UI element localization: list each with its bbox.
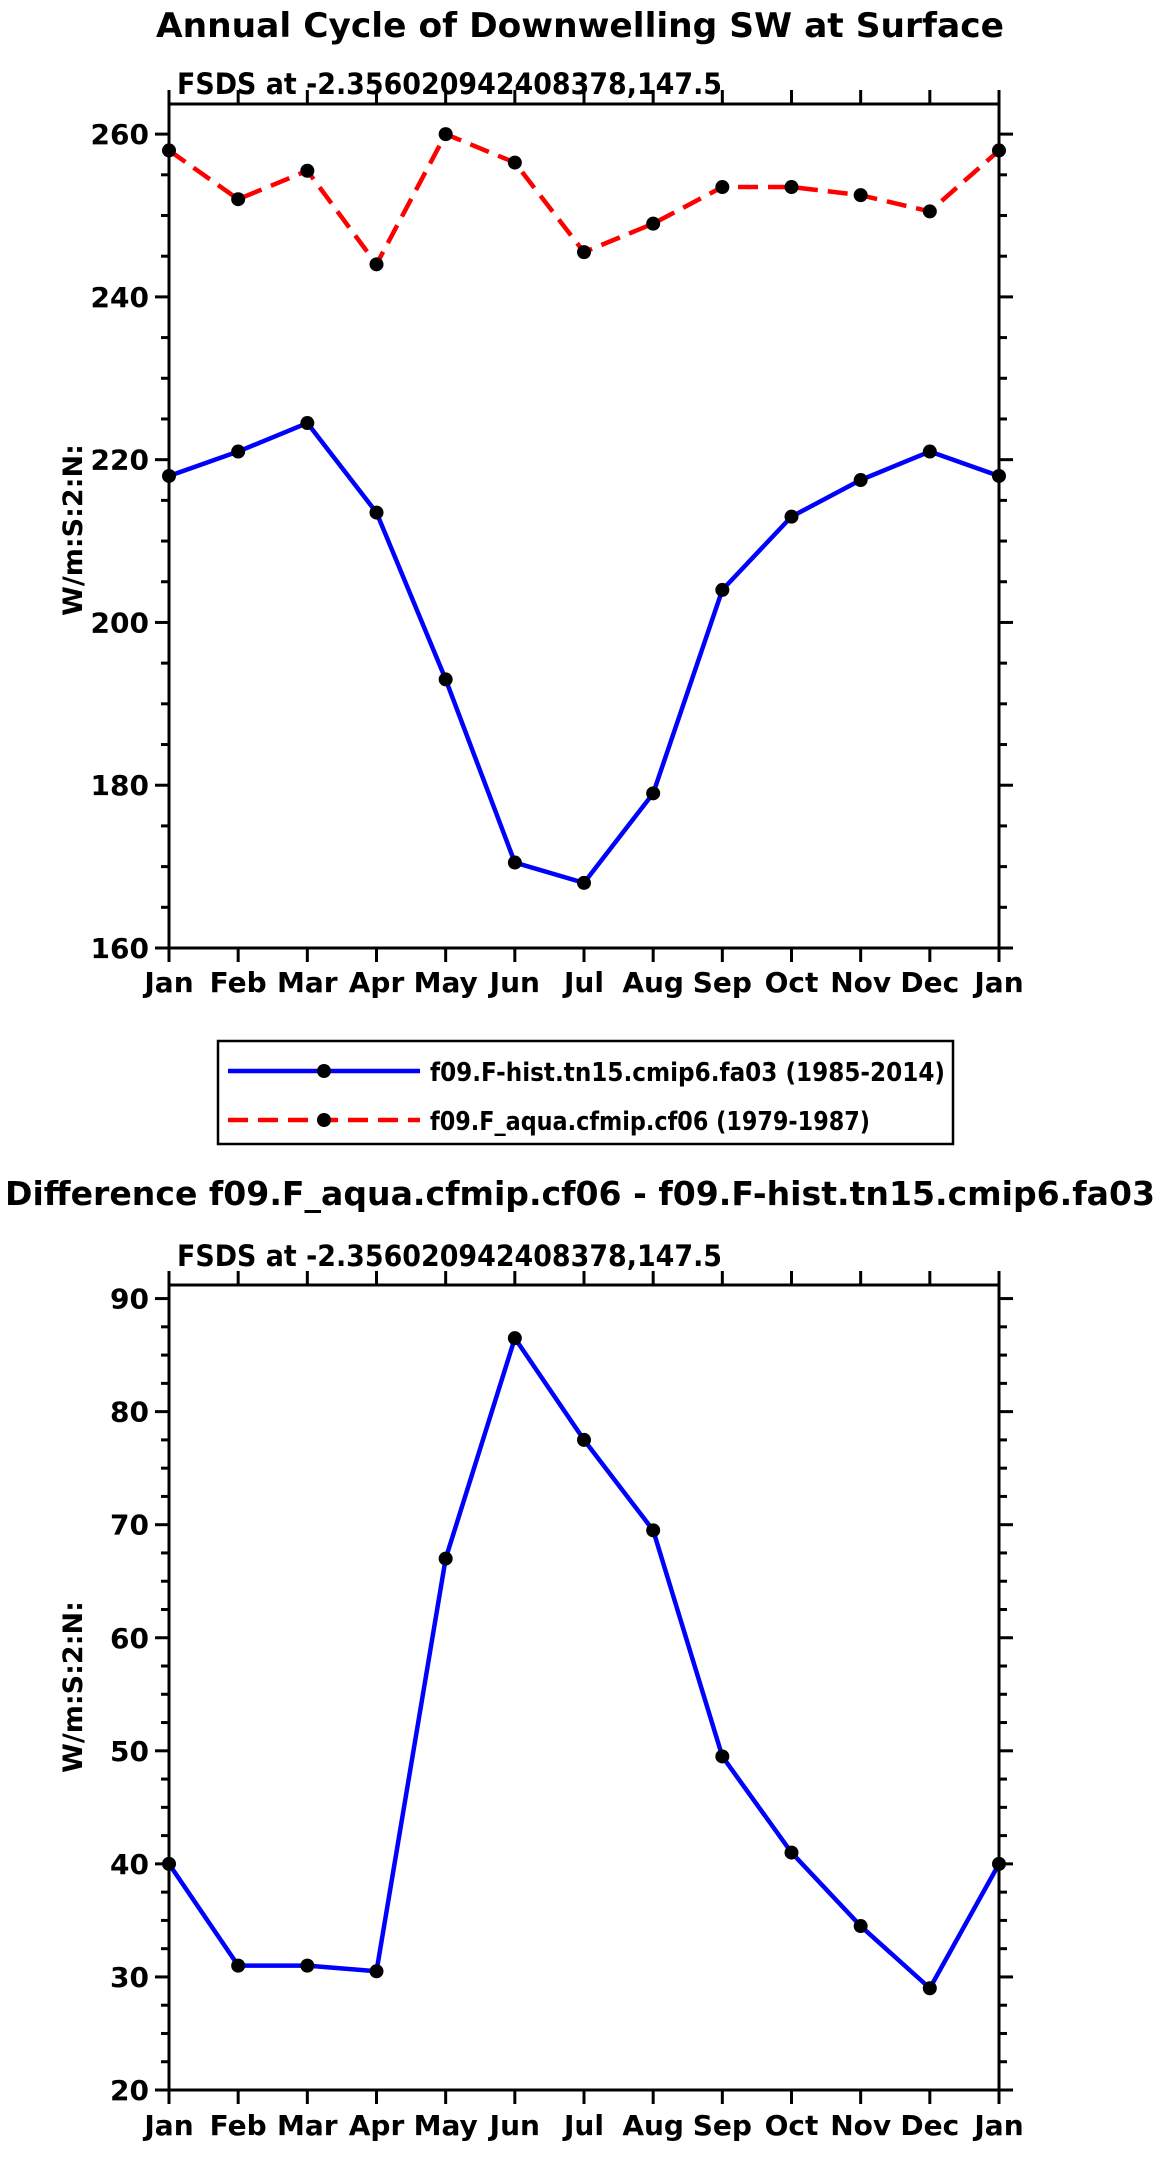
legend: f09.F-hist.tn15.cmip6.fa03 (1985-2014) f…	[216, 1039, 955, 1146]
data-marker-icon	[646, 786, 661, 801]
x-tick-label: Nov	[830, 966, 891, 999]
x-tick-label: Sep	[693, 2109, 752, 2142]
data-marker-icon	[162, 1856, 176, 1871]
data-marker-icon	[853, 473, 868, 488]
legend-marker-aqua-icon	[317, 1113, 331, 1127]
data-marker-icon	[231, 444, 246, 459]
data-marker-icon	[507, 155, 522, 170]
x-tick-label: May	[414, 2109, 478, 2142]
data-marker-icon	[438, 127, 453, 142]
x-tick-label: Jan	[142, 966, 193, 999]
y-tick-label: 20	[110, 2074, 149, 2107]
main-title: Annual Cycle of Downwelling SW at Surfac…	[156, 6, 1004, 46]
y-tick-label: 40	[110, 1848, 149, 1881]
x-tick-label: Oct	[765, 966, 819, 999]
x-tick-label: Jan	[972, 966, 1023, 999]
bottom-chart-series	[162, 1331, 1006, 1996]
y-tick-label: 90	[110, 1283, 149, 1316]
y-tick-label: 60	[110, 1622, 149, 1655]
data-marker-icon	[784, 180, 799, 195]
data-marker-icon	[922, 444, 937, 459]
data-marker-icon	[922, 1981, 937, 1996]
x-tick-label: Jun	[488, 966, 540, 999]
data-marker-icon	[922, 204, 937, 219]
data-marker-icon	[715, 1749, 730, 1764]
legend-box	[216, 1039, 955, 1146]
data-marker-icon	[715, 582, 730, 597]
x-tick-label: Oct	[765, 2109, 819, 2142]
legend-label-aqua: f09.F_aqua.cfmip.cf06 (1979-1987)	[430, 1107, 870, 1137]
top-chart-subtitle: FSDS at -2.356020942408378,147.5	[177, 67, 722, 101]
y-tick-label: 200	[91, 606, 149, 639]
data-marker-icon	[577, 1432, 591, 1447]
data-marker-icon	[853, 1919, 868, 1934]
data-marker-icon	[992, 1856, 1006, 1871]
x-tick-label: Apr	[349, 966, 405, 999]
data-marker-icon	[853, 188, 868, 203]
x-tick-label: Mar	[277, 966, 338, 999]
y-tick-label: 260	[91, 118, 149, 151]
data-marker-icon	[646, 1523, 661, 1538]
top-chart-axes: Jan Feb Mar Apr May Jun Jul Aug Sep Oct Nov Dec Jan1…	[91, 90, 1024, 999]
x-tick-label: Jun	[488, 2109, 540, 2142]
y-tick-label: 70	[110, 1509, 149, 1542]
data-marker-icon	[507, 855, 522, 870]
x-tick-label: Mar	[277, 2109, 338, 2142]
data-marker-icon	[300, 416, 315, 431]
x-tick-label: Jul	[562, 2109, 604, 2142]
legend-marker-hist-icon	[317, 1064, 331, 1078]
data-marker-icon	[992, 143, 1006, 158]
x-tick-label: Aug	[622, 966, 684, 999]
data-marker-icon	[162, 468, 176, 483]
x-tick-label: Feb	[210, 2109, 267, 2142]
data-marker-icon	[784, 509, 799, 524]
data-marker-icon	[577, 875, 591, 890]
x-tick-label: Jan	[142, 2109, 193, 2142]
data-marker-icon	[369, 505, 384, 520]
x-tick-label: Jul	[562, 966, 604, 999]
x-tick-label: Aug	[622, 2109, 684, 2142]
data-marker-icon	[300, 1958, 315, 1973]
data-marker-icon	[162, 143, 176, 158]
data-marker-icon	[438, 672, 453, 687]
series-line-0	[168, 420, 1000, 886]
x-tick-label: Apr	[349, 2109, 405, 2142]
series-line-1	[167, 131, 1001, 267]
y-tick-label: 50	[110, 1735, 149, 1768]
data-marker-icon	[300, 163, 315, 178]
x-tick-label: Dec	[900, 2109, 959, 2142]
data-marker-icon	[231, 192, 246, 207]
x-tick-label: Dec	[900, 966, 959, 999]
y-tick-label: 240	[91, 281, 149, 314]
top-chart-ylabel: W/m:S:2:N:	[58, 444, 89, 616]
bottom-chart-ylabel: W/m:S:2:N:	[58, 1601, 89, 1773]
y-tick-label: 160	[91, 932, 149, 965]
x-tick-label: Feb	[210, 966, 267, 999]
data-marker-icon	[231, 1958, 246, 1973]
y-tick-label: 220	[91, 444, 149, 477]
y-tick-label: 30	[110, 1961, 149, 1994]
y-tick-label: 180	[91, 769, 149, 802]
x-tick-label: Jan	[972, 2109, 1023, 2142]
x-tick-label: Sep	[693, 966, 752, 999]
difference-title: Difference f09.F_aqua.cfmip.cf06 - f09.F…	[5, 1174, 1155, 1213]
bottom-chart-axes: Jan Feb Mar Apr May Jun Jul Aug Sep Oct Nov Dec Jan2…	[110, 1271, 1024, 2142]
data-marker-icon	[784, 1845, 799, 1860]
data-marker-icon	[992, 468, 1006, 483]
y-tick-label: 80	[110, 1396, 149, 1429]
data-marker-icon	[715, 180, 730, 195]
data-marker-icon	[369, 257, 384, 272]
data-marker-icon	[438, 1551, 453, 1566]
data-marker-icon	[646, 216, 661, 231]
data-marker-icon	[507, 1331, 522, 1346]
legend-label-hist: f09.F-hist.tn15.cmip6.fa03 (1985-2014)	[430, 1058, 945, 1088]
x-tick-label: Nov	[830, 2109, 891, 2142]
bottom-chart-subtitle: FSDS at -2.356020942408378,147.5	[177, 1239, 722, 1273]
top-chart-series	[162, 127, 1006, 890]
data-marker-icon	[577, 245, 591, 260]
data-marker-icon	[369, 1964, 384, 1979]
x-tick-label: May	[414, 966, 478, 999]
